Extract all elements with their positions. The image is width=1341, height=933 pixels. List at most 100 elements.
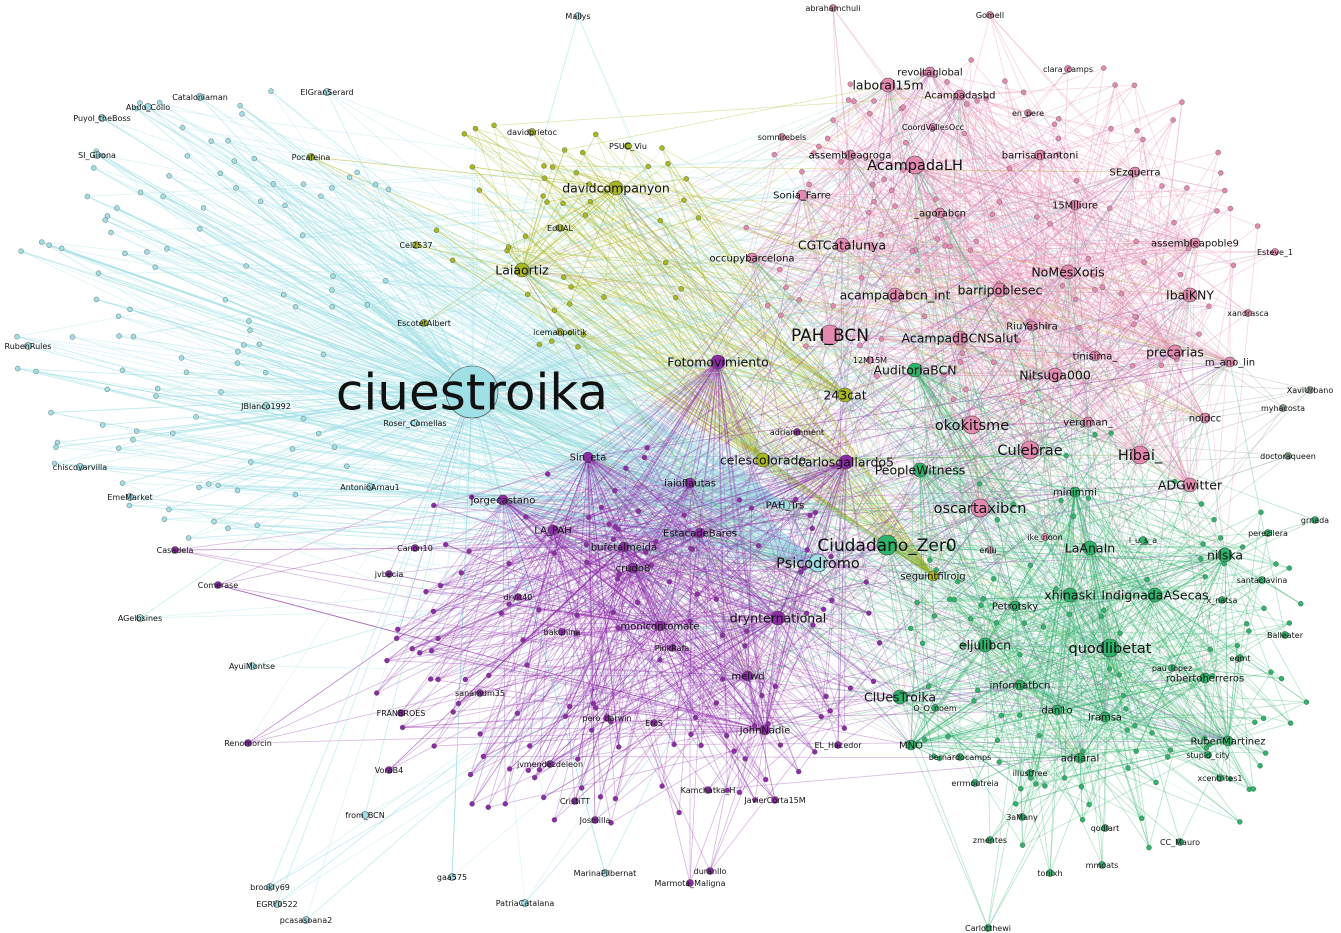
edge — [1176, 359, 1191, 486]
edge — [1019, 684, 1209, 756]
edge — [632, 461, 847, 569]
edge — [1087, 294, 1191, 423]
edge — [1135, 241, 1176, 353]
edge — [829, 190, 892, 336]
edge — [841, 244, 1093, 276]
edge — [829, 251, 1276, 336]
minor-node — [731, 748, 737, 754]
edge — [751, 142, 907, 259]
edge — [521, 269, 572, 288]
edge — [564, 149, 934, 577]
edge — [1074, 204, 1089, 423]
edge — [1019, 389, 1311, 686]
node-label: chiscovarvilla — [53, 463, 107, 472]
edge — [841, 84, 1135, 246]
edge — [502, 499, 766, 731]
edge — [984, 644, 991, 841]
minor-node — [764, 302, 771, 309]
edge — [472, 166, 934, 577]
edge — [987, 684, 1021, 929]
edge — [762, 394, 846, 461]
edge — [818, 146, 1076, 206]
node-label: MNO — [899, 741, 923, 752]
edge — [975, 241, 1096, 357]
node-label: Marmota_Maligna — [655, 879, 726, 888]
edge — [751, 257, 834, 307]
edge — [869, 359, 1056, 376]
minor-node — [806, 181, 812, 188]
minor-node — [39, 239, 45, 245]
node-label: melwd — [731, 672, 764, 683]
edge — [661, 147, 1056, 376]
node-label: somnirebels — [758, 133, 807, 142]
edge — [521, 269, 1229, 742]
minor-node — [592, 705, 599, 711]
minor-node — [395, 626, 401, 633]
edge — [859, 171, 1136, 346]
edge — [589, 201, 846, 396]
edge — [1049, 223, 1176, 353]
edge — [805, 212, 941, 347]
node-label: barripoblesec — [958, 282, 1043, 297]
edge — [623, 461, 847, 548]
edge — [751, 257, 999, 284]
node-label: l_u_s_a — [1129, 536, 1157, 545]
edge — [155, 391, 473, 397]
minor-node — [1092, 431, 1098, 438]
edge — [552, 154, 851, 531]
edge — [423, 187, 617, 324]
edge — [873, 201, 1031, 451]
edge — [959, 337, 1016, 607]
edge — [464, 133, 847, 463]
edge — [929, 71, 1051, 225]
edge — [985, 98, 1033, 327]
edge — [914, 164, 1137, 318]
edge — [784, 504, 819, 564]
edge — [1154, 594, 1229, 742]
node-label: oscartaxibcn — [934, 501, 1027, 517]
minor-node — [827, 708, 833, 714]
minor-node — [1234, 642, 1241, 649]
edge — [587, 456, 661, 627]
edge — [615, 178, 687, 189]
minor-node — [506, 766, 513, 772]
edge — [943, 361, 1231, 376]
minor-node — [119, 367, 126, 374]
minor-node — [1146, 844, 1152, 851]
edge — [1056, 599, 1223, 711]
minor-node — [688, 731, 694, 738]
minor-node — [1298, 601, 1304, 607]
edge — [562, 203, 764, 461]
minor-node — [127, 306, 133, 313]
edge — [999, 289, 1096, 357]
edge — [659, 482, 691, 627]
edge — [1074, 204, 1077, 300]
edge — [841, 84, 889, 246]
edge — [1142, 139, 1206, 679]
edge — [929, 71, 1038, 218]
minor-node — [574, 612, 580, 619]
edge — [989, 716, 1106, 841]
edge — [217, 361, 719, 586]
minor-node — [1116, 672, 1122, 678]
minor-node — [561, 147, 568, 153]
node-label: assembleagroga — [809, 151, 892, 162]
edge — [910, 605, 1016, 746]
node-label: jvbecia — [374, 570, 404, 579]
edge — [527, 244, 843, 295]
edge — [751, 154, 851, 259]
edge — [689, 482, 1263, 581]
edge — [747, 617, 779, 677]
edge — [999, 289, 1046, 538]
edge — [615, 187, 779, 619]
edge — [1029, 677, 1206, 774]
edge — [276, 504, 786, 905]
edge — [939, 212, 1191, 486]
minor-node — [99, 422, 106, 428]
edge — [1054, 374, 1191, 486]
edge — [546, 201, 934, 577]
edge — [217, 584, 766, 731]
edge — [959, 94, 1191, 296]
minor-node — [354, 169, 360, 176]
edge — [899, 657, 1241, 698]
